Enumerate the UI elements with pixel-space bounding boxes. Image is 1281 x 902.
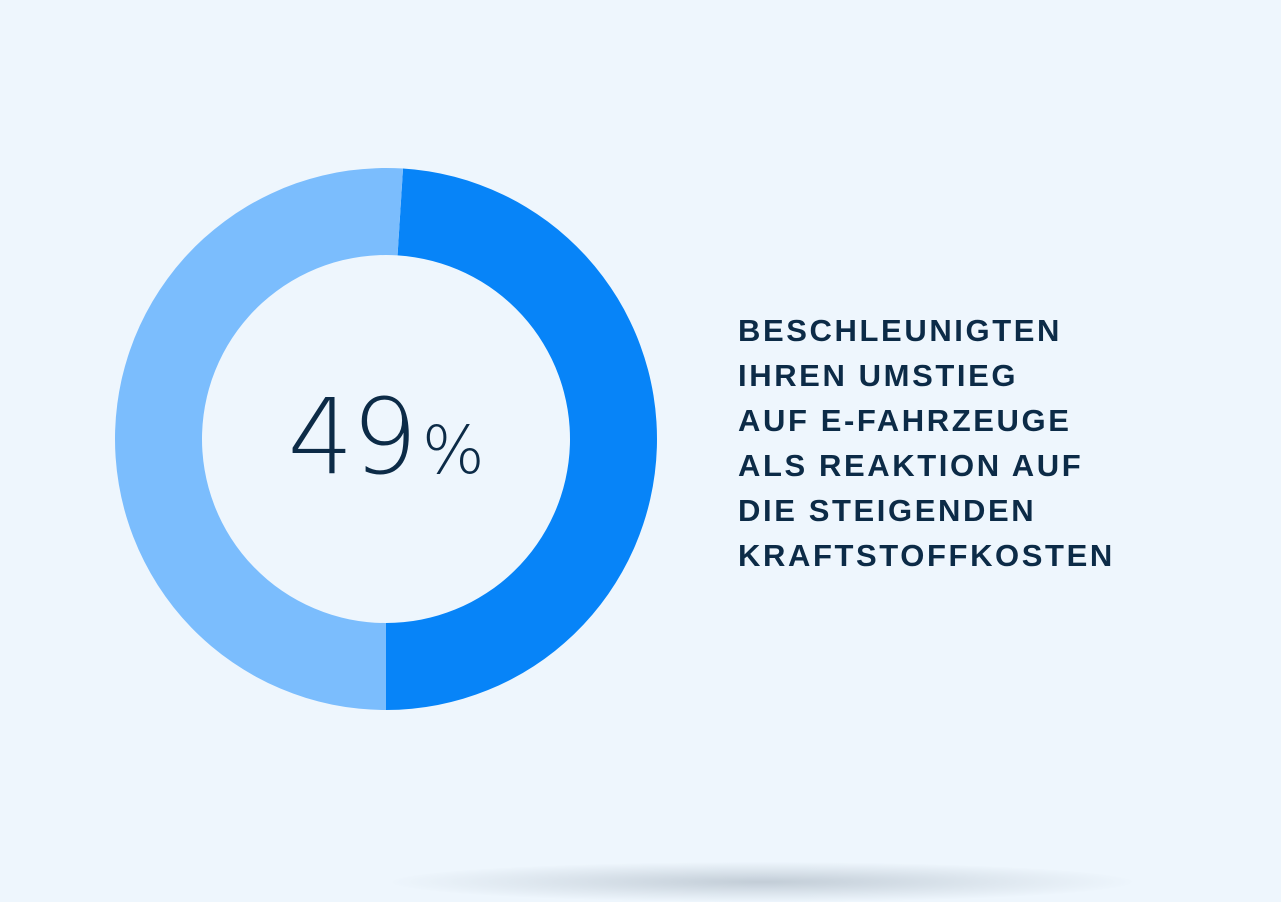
caption-line: KRAFTSTOFFKOSTEN (738, 538, 1115, 573)
donut-slices (114, 167, 657, 711)
caption-line: BESCHLEUNIGTEN (738, 313, 1063, 348)
donut-slice-primary (386, 168, 657, 710)
stat-caption: BESCHLEUNIGTEN IHREN UMSTIEG AUF E-FAHRZ… (738, 308, 1238, 578)
donut-slice-remainder (114, 167, 404, 711)
donut-chart (114, 167, 657, 711)
caption-line: DIE STEIGENDEN (738, 493, 1037, 528)
caption-line: AUF E-FAHRZEUGE (738, 403, 1072, 438)
stat-card: 49 % BESCHLEUNIGTEN IHREN UMSTIEG AUF E-… (114, 167, 1238, 902)
bottom-shadow (392, 862, 1132, 902)
caption-line: ALS REAKTION AUF (738, 448, 1084, 483)
caption-line: IHREN UMSTIEG (738, 358, 1019, 393)
